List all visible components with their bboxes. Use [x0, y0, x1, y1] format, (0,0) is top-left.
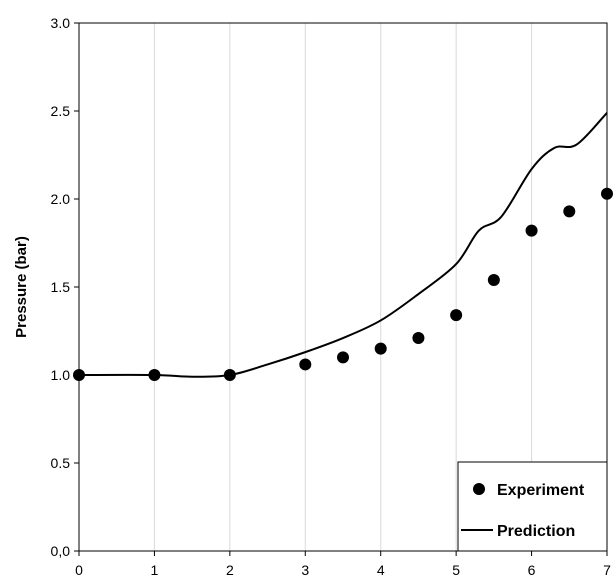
- x-tick-label: 5: [452, 562, 460, 578]
- x-tick-label: 1: [151, 562, 159, 578]
- legend-experiment-marker: [473, 483, 485, 495]
- experiment-point: [337, 351, 349, 364]
- prediction-line: [78, 112, 608, 378]
- x-tick-label: 0: [75, 562, 83, 578]
- prediction-series: [78, 112, 608, 378]
- legend: Experiment Prediction: [457, 461, 608, 552]
- legend-experiment-label: Experiment: [497, 482, 585, 499]
- y-tick-label: 1.0: [51, 367, 71, 383]
- x-tick-label: 2: [226, 562, 234, 578]
- experiment-point: [412, 332, 425, 345]
- x-tick-label: 3: [301, 562, 309, 578]
- experiment-point: [73, 369, 85, 381]
- y-tick-label: 1.5: [51, 279, 71, 295]
- experiment-point: [525, 224, 538, 237]
- experiment-point: [450, 309, 463, 322]
- experiment-point: [601, 187, 613, 200]
- y-tick-label: 2.0: [51, 191, 71, 207]
- experiment-point: [148, 369, 161, 381]
- y-axis-label: Pressure (bar): [13, 236, 30, 338]
- x-tick-label: 4: [377, 562, 385, 578]
- x-tick-label: 6: [528, 562, 536, 578]
- legend-box: [457, 461, 608, 552]
- experiment-point: [223, 369, 236, 381]
- experiment-point: [487, 273, 500, 286]
- experiment-series: [73, 187, 613, 381]
- y-tick-label: 0,0: [51, 543, 71, 559]
- experiment-point: [374, 342, 387, 355]
- y-tick-label: 2.5: [51, 103, 71, 119]
- y-tick-label: 0.5: [51, 455, 71, 471]
- axis-ticks: 0 1 2 3 4 5 6 7 0,0 0.5 1.0 1.5 2.0 2.5 3.0: [51, 15, 612, 578]
- x-tick-label: 7: [603, 562, 611, 578]
- experiment-point: [563, 205, 576, 218]
- legend-prediction-label: Prediction: [497, 523, 575, 540]
- y-tick-label: 3.0: [51, 15, 71, 31]
- experiment-point: [299, 358, 312, 371]
